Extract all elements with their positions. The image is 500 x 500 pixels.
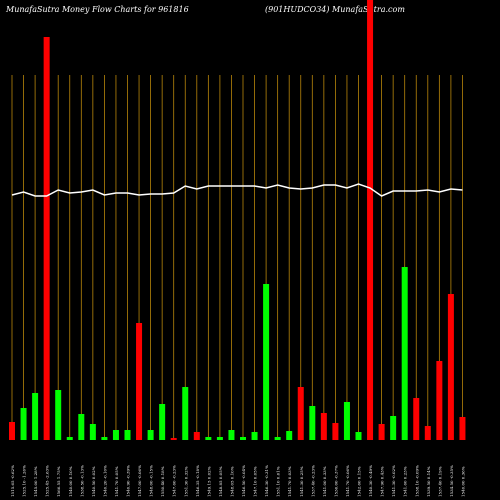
x-tick-label: 1545.00 1.28%	[33, 466, 38, 497]
x-tick-label: 1541.60 0.23%	[403, 466, 408, 497]
bar	[20, 408, 27, 440]
bar	[378, 424, 385, 440]
x-tick-label: 1547.10 0.05%	[253, 466, 258, 497]
x-tick-label: 1541.00 0.33%	[322, 466, 327, 497]
bar	[89, 424, 96, 440]
bar	[332, 423, 339, 440]
x-tick-label: 1515.65 -0.62%	[10, 465, 15, 497]
x-tick-label: 1551.30 0.32%	[183, 466, 188, 497]
x-tick-label: 1536.00 -0.37%	[333, 465, 338, 497]
x-tick-label: 1537.40 0.19%	[437, 466, 442, 497]
bar	[124, 430, 131, 440]
bar	[9, 422, 15, 440]
x-tick-label: 1525.10 -1.26%	[22, 465, 27, 497]
bar	[297, 387, 304, 440]
bar	[32, 393, 39, 440]
bar	[447, 294, 454, 440]
bar	[216, 437, 223, 440]
x-tick-label: 1542.60 0.15%	[357, 466, 362, 497]
x-tick-label: 1537.40 -0.23%	[310, 465, 315, 497]
x-tick-label: 1548.00 -0.15%	[149, 465, 154, 497]
bar	[182, 387, 189, 440]
bar	[424, 426, 431, 440]
bar	[136, 323, 143, 440]
bar	[228, 430, 235, 440]
bar	[320, 413, 327, 440]
x-tick-label: 1534.50 -0.35%	[449, 465, 454, 497]
x-tick-label: 1540.20 -0.10%	[102, 465, 107, 497]
bar	[112, 430, 119, 440]
bar	[101, 437, 108, 440]
bar	[159, 404, 166, 440]
x-tick-label: 1541.30 -0.02%	[391, 465, 396, 497]
x-tick-label: 1525.45 -2.63%	[45, 465, 50, 497]
x-tick-label: 1547.60 -0.23%	[172, 465, 177, 497]
x-tick-label: 1548.85 0.05%	[218, 466, 223, 497]
x-tick-label: 1540.00 0.36%	[460, 466, 465, 497]
x-tick-label: 1541.70 -0.06%	[345, 465, 350, 497]
x-tick-label: 1541.70 0.03%	[287, 466, 292, 497]
bar	[240, 437, 246, 440]
bar	[309, 406, 316, 440]
x-tick-label: 1540.30 -0.49%	[368, 465, 373, 497]
x-tick-label: 1566.55 1.75%	[56, 466, 61, 497]
bar	[66, 437, 73, 440]
bar	[286, 431, 293, 440]
x-tick-label: 1541.70 0.05%	[114, 466, 119, 497]
x-tick-label: 1539.50 0.14%	[426, 466, 431, 497]
x-tick-label: 1550.40 0.18%	[160, 466, 165, 497]
x-tick-label: 1548.05 0.10%	[229, 466, 234, 497]
bar	[78, 414, 85, 440]
bar	[390, 416, 397, 440]
bar	[459, 417, 466, 440]
x-tick-label: 1547.90 0.43%	[380, 466, 385, 497]
bar	[401, 267, 408, 440]
x-tick-label: 1538.10 -0.09%	[414, 465, 419, 497]
bar	[251, 432, 258, 440]
x-tick-label: 1538.50 -0.13%	[79, 465, 84, 497]
bar	[147, 430, 154, 440]
x-tick-label: 1546.50 -0.04%	[241, 465, 246, 497]
bar	[170, 438, 177, 440]
bar	[367, 0, 374, 440]
x-tick-label: 1540.00 0.10%	[68, 466, 73, 497]
bar	[413, 398, 420, 440]
bar	[263, 284, 270, 440]
x-tick-label: 1546.35 -0.18%	[195, 465, 200, 497]
x-tick-label: 1540.90 -0.39%	[126, 465, 131, 497]
line	[11, 183, 463, 197]
chart-title: MunafaSutra Money Flow Charts for 961816	[5, 5, 189, 14]
x-tick-label: 1546.30 -0.31%	[264, 465, 269, 497]
bar	[193, 432, 200, 440]
bar	[55, 390, 62, 440]
bar	[355, 432, 362, 440]
bar	[43, 37, 50, 440]
bar	[343, 402, 350, 440]
x-tick-label: 1547.00 -0.06%	[137, 465, 142, 497]
bar	[205, 437, 212, 440]
x-tick-label: 1551.10 0.61%	[276, 466, 281, 497]
x-tick-label: 1540.50 0.02%	[91, 466, 96, 497]
chart-subtitle: (901HUDCO34) MunafaSutra.com	[265, 5, 405, 14]
bar	[436, 361, 443, 440]
bar	[274, 437, 281, 440]
x-tick-label: 1549.15 0.02%	[206, 466, 211, 497]
x-tick-label: 1541.30 0.25%	[299, 466, 304, 497]
